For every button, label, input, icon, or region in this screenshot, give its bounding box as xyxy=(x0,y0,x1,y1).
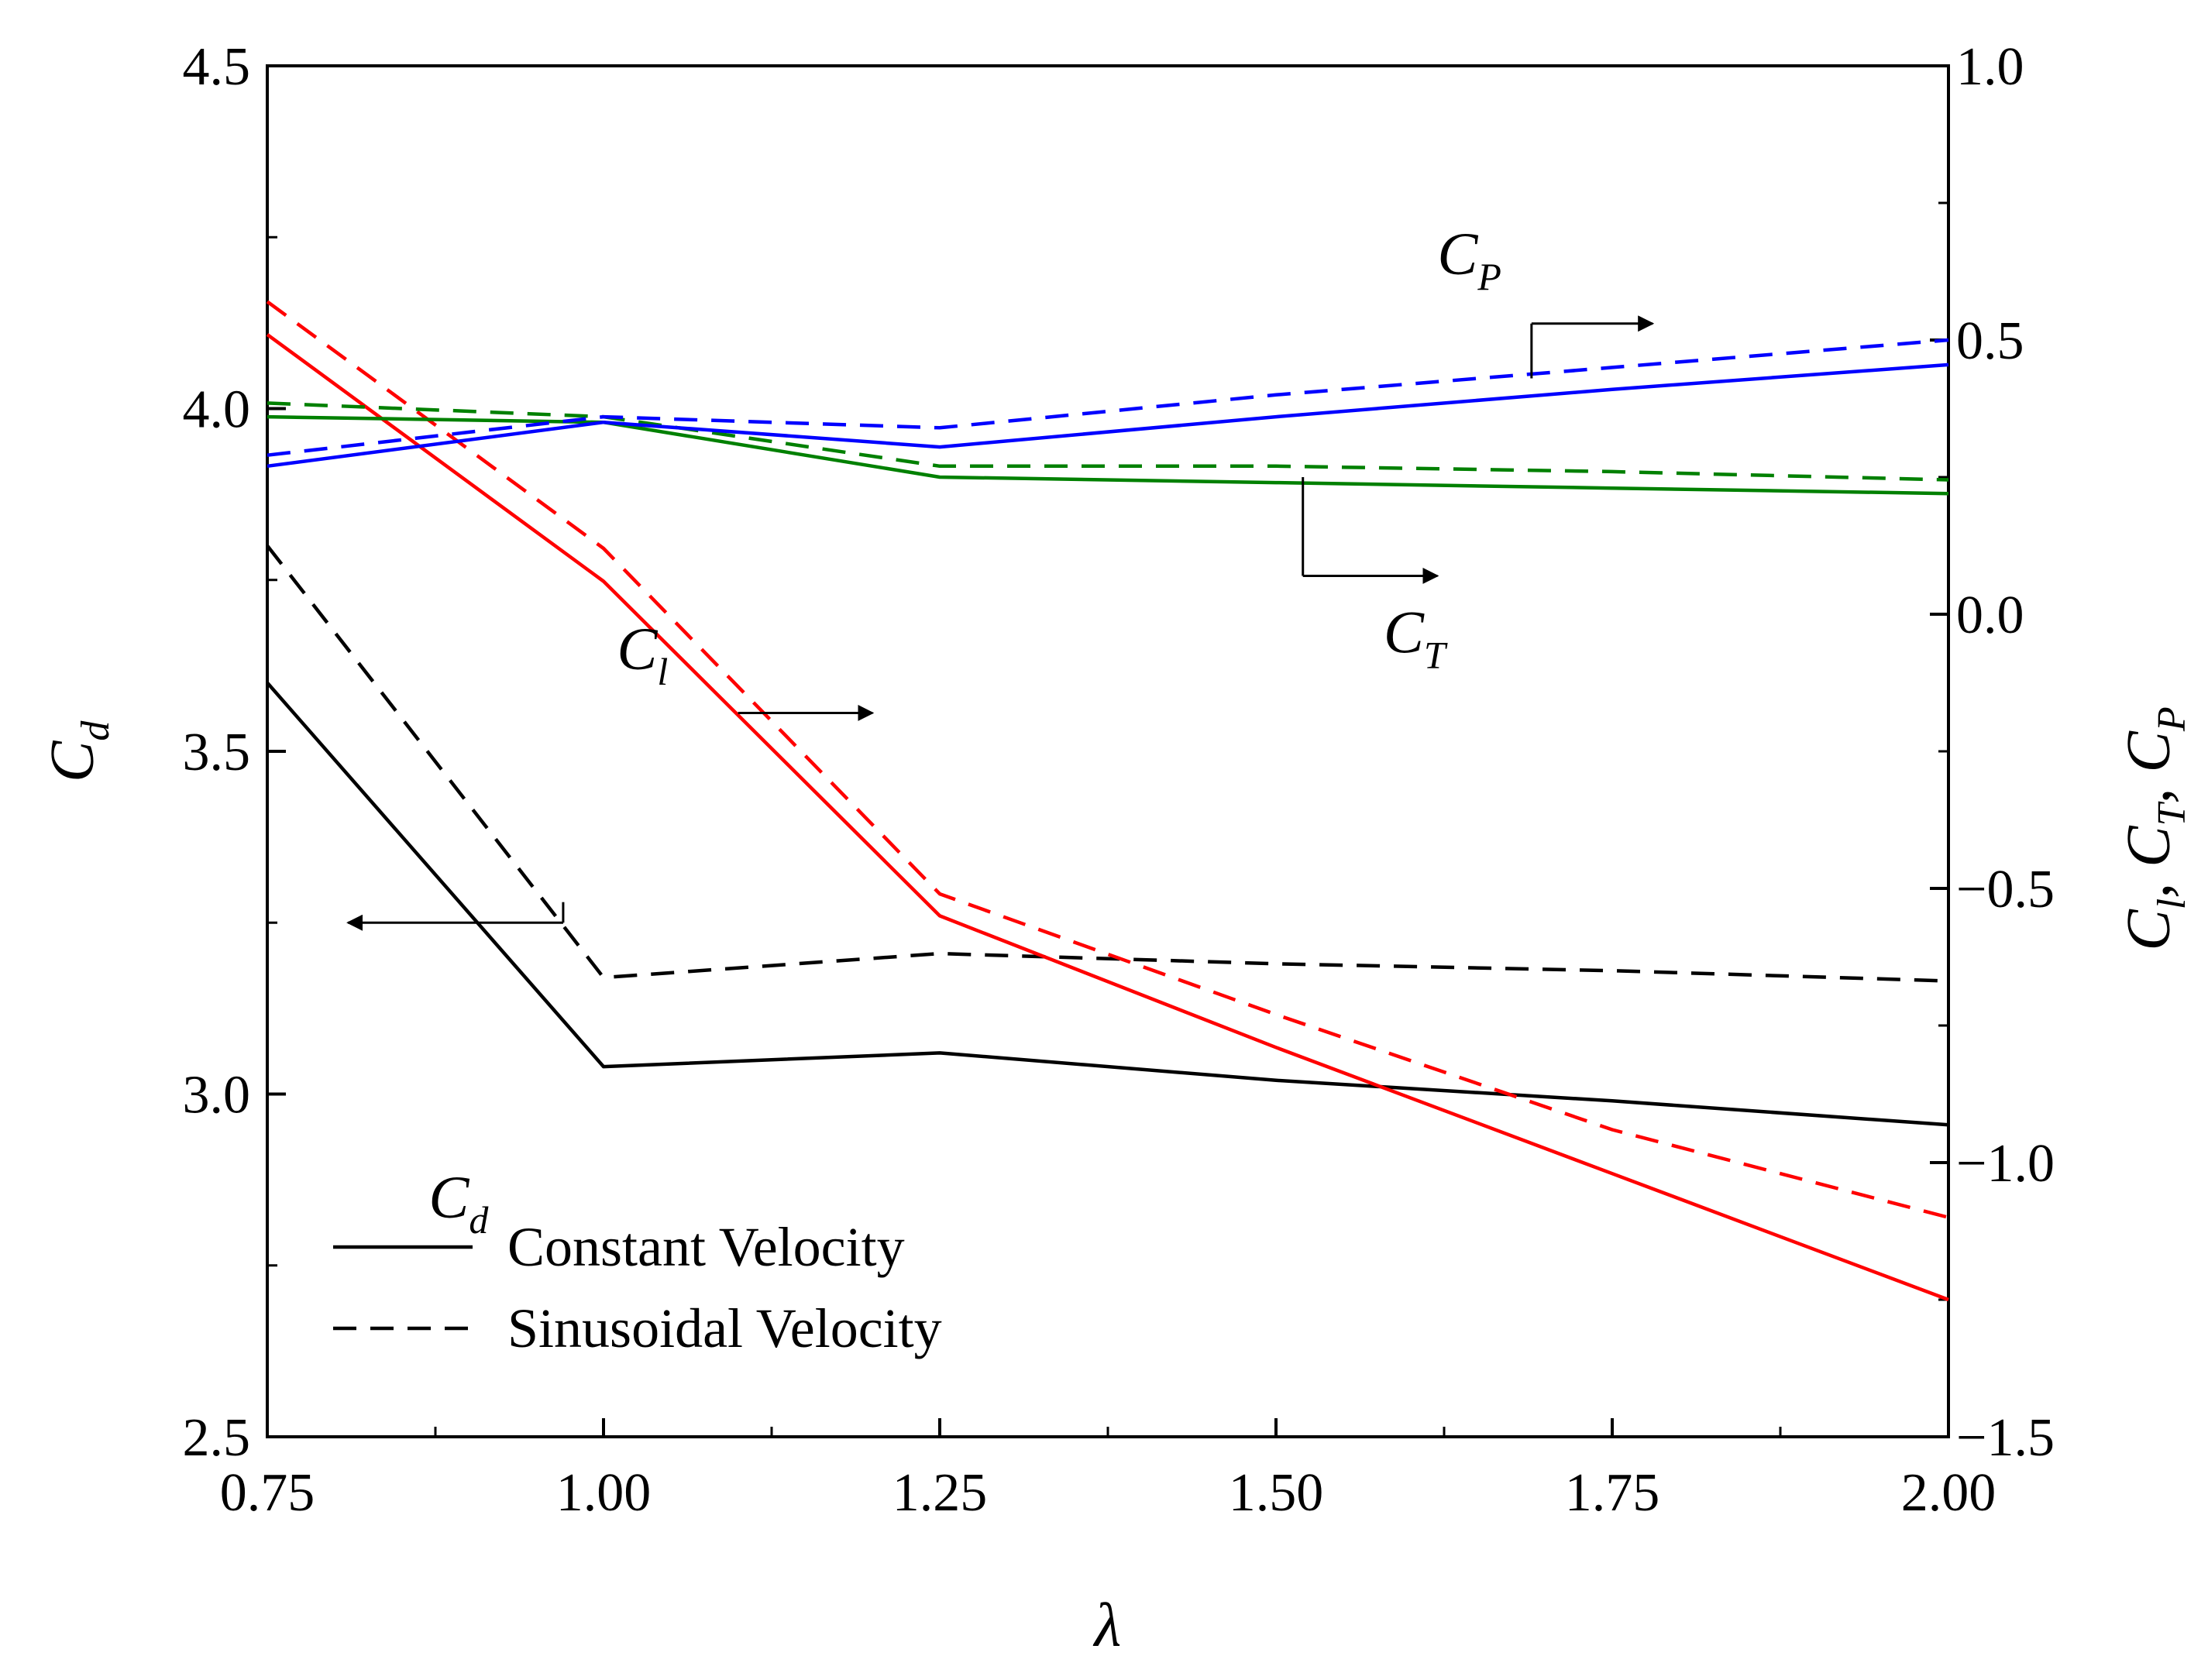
annotation-layer: CP CT Cl Cd xyxy=(346,220,1655,1242)
x-axis: 0.75 1.00 1.25 1.50 1.75 2.00 xyxy=(220,1418,1996,1523)
x-tick-label: 2.00 xyxy=(1901,1463,1996,1523)
series-cl-sinusoidal xyxy=(266,300,1949,1219)
y-left-tick-label: 3.0 xyxy=(183,1066,251,1125)
x-tick-label: 1.50 xyxy=(1229,1463,1324,1523)
series-ct-constant xyxy=(267,414,1949,496)
y-left-tick-label: 4.5 xyxy=(183,37,251,97)
annotation-ct-label: CT xyxy=(1384,599,1448,677)
x-axis-title: λ xyxy=(1093,1592,1122,1660)
y-axis-left: 2.5 3.0 3.5 4.0 4.5 xyxy=(183,37,286,1468)
x-tick-label: 1.75 xyxy=(1565,1463,1660,1523)
y-right-tick-label: 1.0 xyxy=(1956,37,2024,97)
legend-label-solid: Constant Velocity xyxy=(507,1216,905,1278)
series-cd-sinusoidal xyxy=(266,545,1949,983)
y-left-tick-label: 3.5 xyxy=(183,723,251,782)
series-cp-constant xyxy=(267,362,1949,469)
y-right-tick-label: −1.0 xyxy=(1956,1134,2055,1194)
series-cl-constant xyxy=(266,333,1949,1302)
x-tick-label: 1.00 xyxy=(556,1463,652,1523)
y-left-tick-label: 4.0 xyxy=(183,380,251,440)
axis-titles: λ Cd Cl, CT, CP xyxy=(39,706,2194,1660)
annotation-cp-label: CP xyxy=(1437,220,1501,298)
series-ct-sinusoidal xyxy=(267,401,1949,482)
y-left-tick-label: 2.5 xyxy=(183,1408,251,1468)
y-right-tick-label: 0.0 xyxy=(1956,586,2024,645)
legend: Constant Velocity Sinusoidal Velocity xyxy=(333,1216,942,1359)
series-layer xyxy=(266,300,1949,1302)
x-tick-label: 1.25 xyxy=(892,1463,988,1523)
y-left-axis-title: Cd xyxy=(39,720,118,782)
annotation-cd-label: Cd xyxy=(428,1163,489,1242)
annotation-cl-label: Cl xyxy=(617,615,668,693)
x-tick-label: 0.75 xyxy=(220,1463,315,1523)
y-right-tick-label: −0.5 xyxy=(1956,860,2055,919)
series-cp-sinusoidal xyxy=(267,338,1949,457)
y-right-tick-label: 0.5 xyxy=(1956,311,2024,371)
legend-label-dashed: Sinusoidal Velocity xyxy=(507,1297,942,1359)
series-cd-constant xyxy=(266,682,1949,1127)
y-right-tick-label: −1.5 xyxy=(1956,1408,2055,1468)
y-axis-right: −1.5 −1.0 −0.5 0.0 0.5 1.0 xyxy=(1930,37,2055,1468)
y-right-axis-title: Cl, CT, CP xyxy=(2115,706,2194,950)
